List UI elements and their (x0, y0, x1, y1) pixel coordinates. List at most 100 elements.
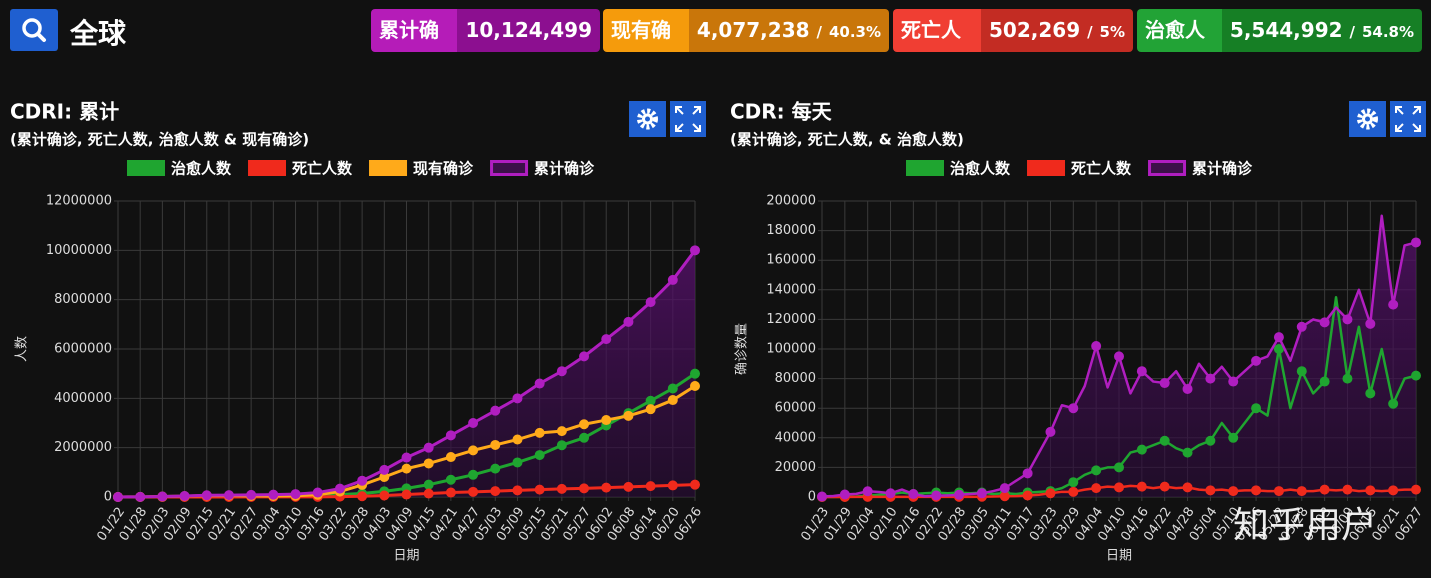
point (1388, 398, 1399, 409)
y-tick-label: 140000 (766, 282, 816, 297)
stat-number: 4,077,238 (696, 18, 810, 42)
point (468, 486, 479, 497)
legend-swatch (906, 160, 944, 176)
point (862, 486, 873, 497)
point (623, 316, 634, 327)
point (1091, 483, 1102, 494)
gear-icon (1365, 116, 1370, 122)
expand-icon (675, 106, 701, 132)
point (690, 368, 700, 379)
point (490, 439, 501, 450)
stat-value: 10,124,499 (457, 9, 600, 52)
stat-confirmed: 累计确诊 10,124,499 (371, 9, 600, 52)
point (1182, 383, 1193, 394)
point (1045, 426, 1056, 437)
point (445, 474, 456, 485)
chart-subtitle: (累计确诊, 死亡人数, 治愈人数 & 现有确诊) (10, 131, 309, 149)
point (645, 404, 656, 415)
point (201, 490, 212, 501)
stat-deaths: 死亡人数 502,269 / 5% (893, 9, 1133, 52)
x-axis-label: 日期 (393, 549, 419, 564)
point (601, 482, 612, 493)
point (1159, 481, 1170, 492)
stat-number: 5,544,992 (1229, 18, 1343, 42)
point (1114, 462, 1124, 473)
stat-percent: 54.8% (1361, 23, 1414, 41)
point (1091, 341, 1102, 352)
point (512, 393, 523, 404)
legend-label: 死亡人数 (1071, 160, 1132, 178)
stat-value: 502,269 / 5% (981, 9, 1133, 52)
legend-label: 现有确诊 (413, 160, 474, 178)
point (490, 486, 501, 497)
legend-swatch (1148, 160, 1187, 176)
point (534, 450, 545, 461)
point (931, 490, 942, 501)
chart-subtitle: (累计确诊, 死亡人数, & 治愈人数) (730, 131, 964, 149)
search-button[interactable] (10, 9, 58, 51)
point (534, 484, 545, 495)
point (445, 487, 456, 498)
y-axis-label: 确诊数量 (735, 323, 750, 375)
y-tick-label: 80000 (775, 371, 816, 386)
point (690, 245, 700, 256)
point (1205, 435, 1216, 446)
header-bar: 全球 累计确诊 10,124,499 现有确诊 4,077,238 / 40.3… (0, 0, 1431, 60)
point (1159, 378, 1170, 389)
point (268, 489, 279, 500)
point (667, 274, 678, 285)
point (1228, 376, 1239, 387)
legend-swatch (248, 160, 287, 176)
point (601, 334, 612, 345)
x-axis-label: 日期 (1106, 549, 1132, 564)
point (357, 475, 368, 486)
point (579, 483, 590, 494)
point (1296, 486, 1307, 497)
point (1296, 321, 1307, 332)
stat-sep: / (1349, 23, 1355, 41)
point (954, 489, 965, 500)
stat-active: 现有确诊 4,077,238 / 40.3% (603, 9, 889, 52)
point (1273, 486, 1284, 497)
legend-swatch (127, 160, 165, 176)
point (290, 489, 301, 500)
stat-sep: / (1087, 23, 1093, 41)
region-name: 全球 (70, 17, 127, 50)
stat-recovered: 治愈人数 5,544,992 / 54.8% (1137, 9, 1422, 52)
point (1159, 435, 1170, 446)
y-tick-label: 100000 (766, 342, 816, 357)
y-tick-label: 4000000 (54, 391, 112, 406)
point (1388, 485, 1399, 496)
legend-label: 治愈人数 (950, 160, 1011, 178)
y-tick-label: 12000000 (46, 194, 112, 209)
point (601, 415, 612, 426)
gear-icon (645, 116, 650, 122)
legend-label: 治愈人数 (171, 160, 232, 178)
point (490, 405, 501, 416)
point (1182, 447, 1193, 458)
point (445, 430, 456, 441)
point (512, 485, 523, 496)
point (885, 488, 896, 499)
point (1068, 486, 1079, 497)
point (1205, 373, 1216, 384)
stat-label: 现有确诊 (603, 9, 689, 52)
point (1022, 490, 1033, 501)
point (1068, 403, 1079, 414)
point (1251, 355, 1262, 366)
point (623, 481, 634, 492)
point (556, 483, 567, 494)
point (468, 469, 479, 480)
point (512, 434, 523, 445)
point (690, 479, 700, 490)
point (1319, 376, 1330, 387)
point (817, 491, 827, 502)
stat-sep: / (816, 23, 822, 41)
y-tick-label: 0 (104, 490, 112, 505)
gear-icon (1357, 108, 1378, 130)
legend-swatch (369, 160, 408, 176)
point (490, 463, 501, 474)
chart-title: CDRI: 累计 (10, 100, 119, 124)
point (1068, 477, 1079, 488)
